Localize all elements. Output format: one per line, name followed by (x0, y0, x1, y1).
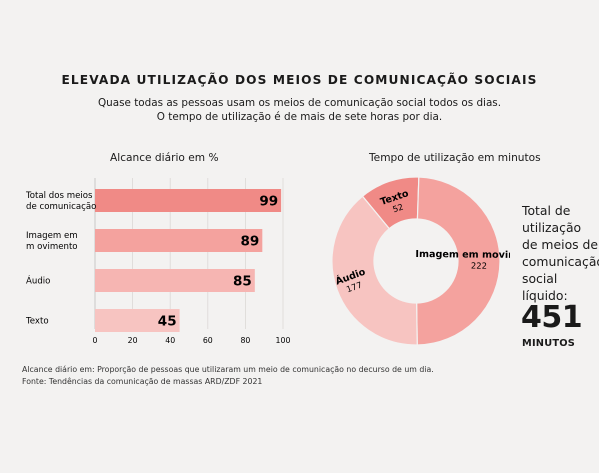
category-label-line: Total dos meios (25, 191, 93, 201)
category-label-line: de comunicação (26, 202, 96, 212)
category-label-line: m ovimento (26, 242, 78, 252)
donut-chart-title: Tempo de utilização em minutos (369, 152, 541, 164)
total-value: 451 (521, 300, 583, 335)
chart-subtitle: Quase todas as pessoas usam os meios de … (0, 96, 599, 124)
x-tick-label: 80 (240, 336, 250, 345)
category-label-line: Imagem em (26, 231, 78, 241)
bar-value-label: 45 (158, 314, 177, 330)
total-label-line-6: líquido: (522, 288, 568, 303)
donut-slice-value: 222 (471, 261, 487, 271)
category-label: Áudio (26, 275, 50, 287)
x-tick-label: 60 (203, 336, 213, 345)
category-label: Imagem em m ovimento (26, 231, 78, 252)
donut-slice-label: Imagem em movimento (415, 249, 510, 261)
bar-value-label: 89 (241, 234, 260, 250)
bar (95, 229, 263, 252)
x-tick-label: 100 (276, 336, 291, 345)
total-label-line-1: Total de (522, 203, 571, 218)
bar (95, 189, 282, 212)
bar-value-label: 85 (233, 274, 252, 290)
total-label-line-4: comunicação (522, 254, 599, 269)
x-tick-label: 20 (128, 336, 138, 345)
total-label-line-3: de meios de (522, 237, 599, 252)
subtitle-line-2: O tempo de utilização é de mais de sete … (156, 111, 443, 123)
category-label-line: Texto (25, 317, 49, 327)
footnote: Alcance diário em: Proporção de pessoas … (22, 365, 434, 386)
donut-slice-value: 52 (391, 202, 404, 215)
bar-chart-title: Alcance diário em % (110, 152, 219, 164)
category-label: Total dos meios de comunicação (25, 191, 96, 212)
x-tick-label: 40 (165, 336, 175, 345)
x-tick-label: 0 (93, 336, 98, 345)
donut-slice (416, 176, 501, 346)
chart-title: ELEVADA UTILIZAÇÃO DOS MEIOS DE COMUNICA… (61, 73, 538, 87)
total-unit: MINUTOS (522, 338, 576, 349)
category-label-line: Áudio (26, 275, 50, 287)
total-label-line-2: utilização (522, 220, 582, 235)
donut-slice (331, 195, 418, 346)
bar (95, 269, 255, 292)
subtitle-line-1: Quase todas as pessoas usam os meios de … (97, 97, 502, 109)
total-label-line-5: social (522, 271, 558, 286)
bar (95, 309, 180, 332)
bar-chart: 0 20 40 60 80 100 99 Total dos meios de comunica… (25, 178, 291, 345)
category-label: Texto (25, 317, 49, 327)
bar-value-label: 99 (259, 194, 278, 210)
total-label: Total de utilização de meios de comunica… (522, 202, 599, 304)
